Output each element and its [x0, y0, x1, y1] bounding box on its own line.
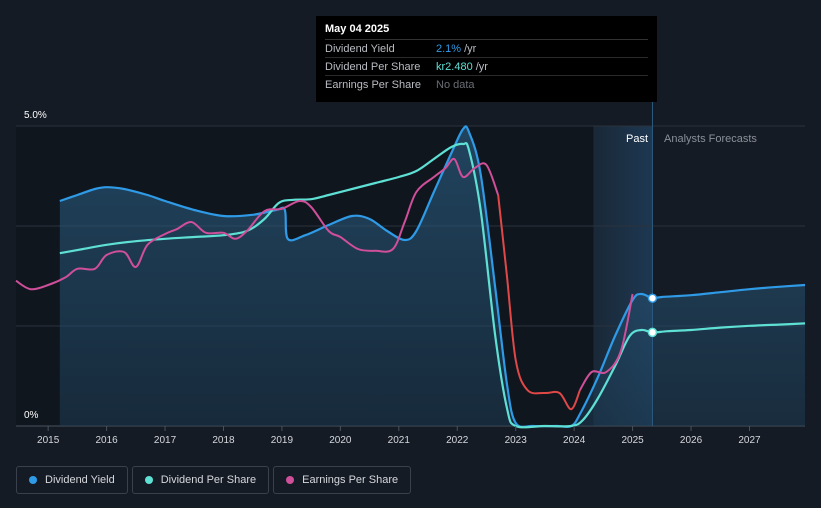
tooltip-row-eps: Earnings Per Share No data — [325, 76, 648, 94]
legend-dot-icon — [29, 476, 37, 484]
dividend-per-share-line — [59, 141, 806, 429]
legend-item-dividend-per-share[interactable]: Dividend Per Share — [131, 466, 270, 494]
chart-area: 5.0% 0% Past Analysts Forecasts 2015 2016… — [15, 102, 806, 446]
legend-label: Dividend Per Share — [160, 474, 257, 486]
y-tick-top: 5.0% — [24, 110, 47, 121]
x-tick-label: 2024 — [563, 435, 586, 446]
x-tick-label: 2018 — [212, 435, 235, 446]
y-tick-bottom: 0% — [24, 410, 39, 421]
marker-point — [647, 293, 658, 303]
x-tick-label: 2022 — [446, 435, 469, 446]
dividend-yield-area — [59, 126, 806, 427]
tooltip-label: Dividend Yield — [325, 42, 395, 55]
earnings-per-share-line-drop — [497, 194, 581, 411]
tooltip-value: kr2.480 — [436, 60, 473, 73]
tooltip-date: May 04 2025 — [325, 23, 648, 40]
legend-item-earnings-per-share[interactable]: Earnings Per Share — [273, 466, 412, 494]
legend-label: Earnings Per Share — [302, 474, 399, 486]
x-tick-label: 2027 — [738, 435, 761, 446]
legend: Dividend Yield Dividend Per Share Earnin… — [16, 466, 412, 494]
tooltip-label: Earnings Per Share — [325, 79, 421, 91]
tooltip-unit: /yr — [475, 60, 488, 73]
legend-dot-icon — [286, 476, 295, 484]
legend-dot-icon — [144, 476, 153, 484]
x-tick-label: 2026 — [680, 435, 703, 446]
x-axis: 2015 2016 2017 2018 2019 2020 2021 2022 2023 2024… — [37, 426, 761, 446]
earnings-per-share-line — [15, 157, 500, 291]
earnings-per-share-line-recent — [579, 293, 634, 391]
tooltip-row-dps: Dividend Per Share kr2.480 /yr — [325, 58, 648, 76]
tooltip-row-yield: Dividend Yield 2.1% /yr — [325, 40, 648, 58]
x-tick-label: 2019 — [271, 435, 294, 446]
legend-item-dividend-yield[interactable]: Dividend Yield — [16, 466, 128, 494]
forecast-label: Analysts Forecasts — [664, 133, 757, 145]
tooltip-value: 2.1% — [436, 42, 462, 55]
marker-point — [647, 327, 658, 338]
x-tick-label: 2020 — [329, 435, 352, 446]
markers — [647, 293, 658, 338]
x-tick-label: 2021 — [388, 435, 411, 446]
past-label: Past — [626, 133, 648, 145]
tooltip: May 04 2025 Dividend Yield 2.1% /yr Divi… — [316, 16, 657, 102]
tooltip-label: Dividend Per Share — [325, 60, 421, 73]
series-layer — [15, 125, 806, 429]
x-tick-label: 2023 — [505, 435, 528, 446]
tooltip-unit: /yr — [464, 42, 477, 55]
legend-label: Dividend Yield — [45, 474, 115, 486]
x-tick-label: 2015 — [37, 435, 60, 446]
x-tick-label: 2017 — [154, 435, 177, 446]
tooltip-value: No data — [436, 79, 475, 91]
x-tick-label: 2016 — [95, 435, 118, 446]
dividend-yield-line — [59, 125, 806, 429]
x-tick-label: 2025 — [621, 435, 644, 446]
